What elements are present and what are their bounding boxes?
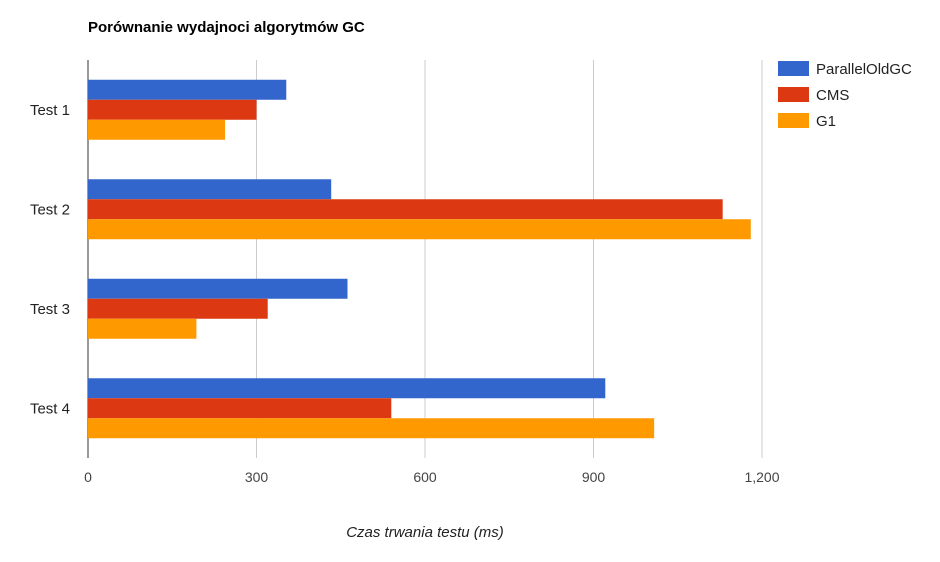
bar-g1-test-4[interactable] — [88, 418, 655, 439]
x-axis-title: Czas trwania testu (ms) — [346, 524, 504, 541]
bar-cms-test-4[interactable] — [88, 398, 392, 419]
legend-swatch-g1[interactable] — [778, 113, 809, 128]
category-label: Test 1 — [30, 102, 70, 119]
bar-g1-test-2[interactable] — [88, 219, 751, 240]
bar-paralleloldgc-test-4[interactable] — [88, 378, 606, 399]
legend-label-g1: G1 — [816, 113, 836, 130]
legend-swatch-paralleloldgc[interactable] — [778, 61, 809, 76]
bar-paralleloldgc-test-1[interactable] — [88, 79, 287, 100]
x-tick-label: 600 — [413, 469, 437, 485]
x-tick-label: 300 — [245, 469, 269, 485]
x-tick-label: 900 — [582, 469, 606, 485]
bar-g1-test-1[interactable] — [88, 119, 226, 140]
category-label: Test 2 — [30, 201, 70, 218]
legend-label-cms: CMS — [816, 87, 849, 104]
bar-g1-test-3[interactable] — [88, 318, 197, 339]
bars — [88, 79, 751, 439]
category-label: Test 4 — [30, 400, 70, 417]
x-tick-labels: 0 300 600 900 1,200 — [84, 469, 780, 485]
bar-cms-test-1[interactable] — [88, 99, 257, 120]
legend-label-paralleloldgc: ParallelOldGC — [816, 61, 912, 78]
bar-cms-test-3[interactable] — [88, 298, 268, 319]
category-labels: Test 1 Test 2 Test 3 Test 4 — [30, 102, 70, 418]
x-tick-label: 0 — [84, 469, 92, 485]
legend-swatch-cms[interactable] — [778, 87, 809, 102]
bar-paralleloldgc-test-3[interactable] — [88, 278, 348, 299]
chart-title: Porównanie wydajnoci algorytmów GC — [88, 19, 365, 36]
category-label: Test 3 — [30, 301, 70, 318]
x-tick-label: 1,200 — [744, 469, 779, 485]
legend: ParallelOldGC CMS G1 — [778, 61, 912, 130]
bar-cms-test-2[interactable] — [88, 199, 723, 220]
bar-paralleloldgc-test-2[interactable] — [88, 179, 332, 200]
